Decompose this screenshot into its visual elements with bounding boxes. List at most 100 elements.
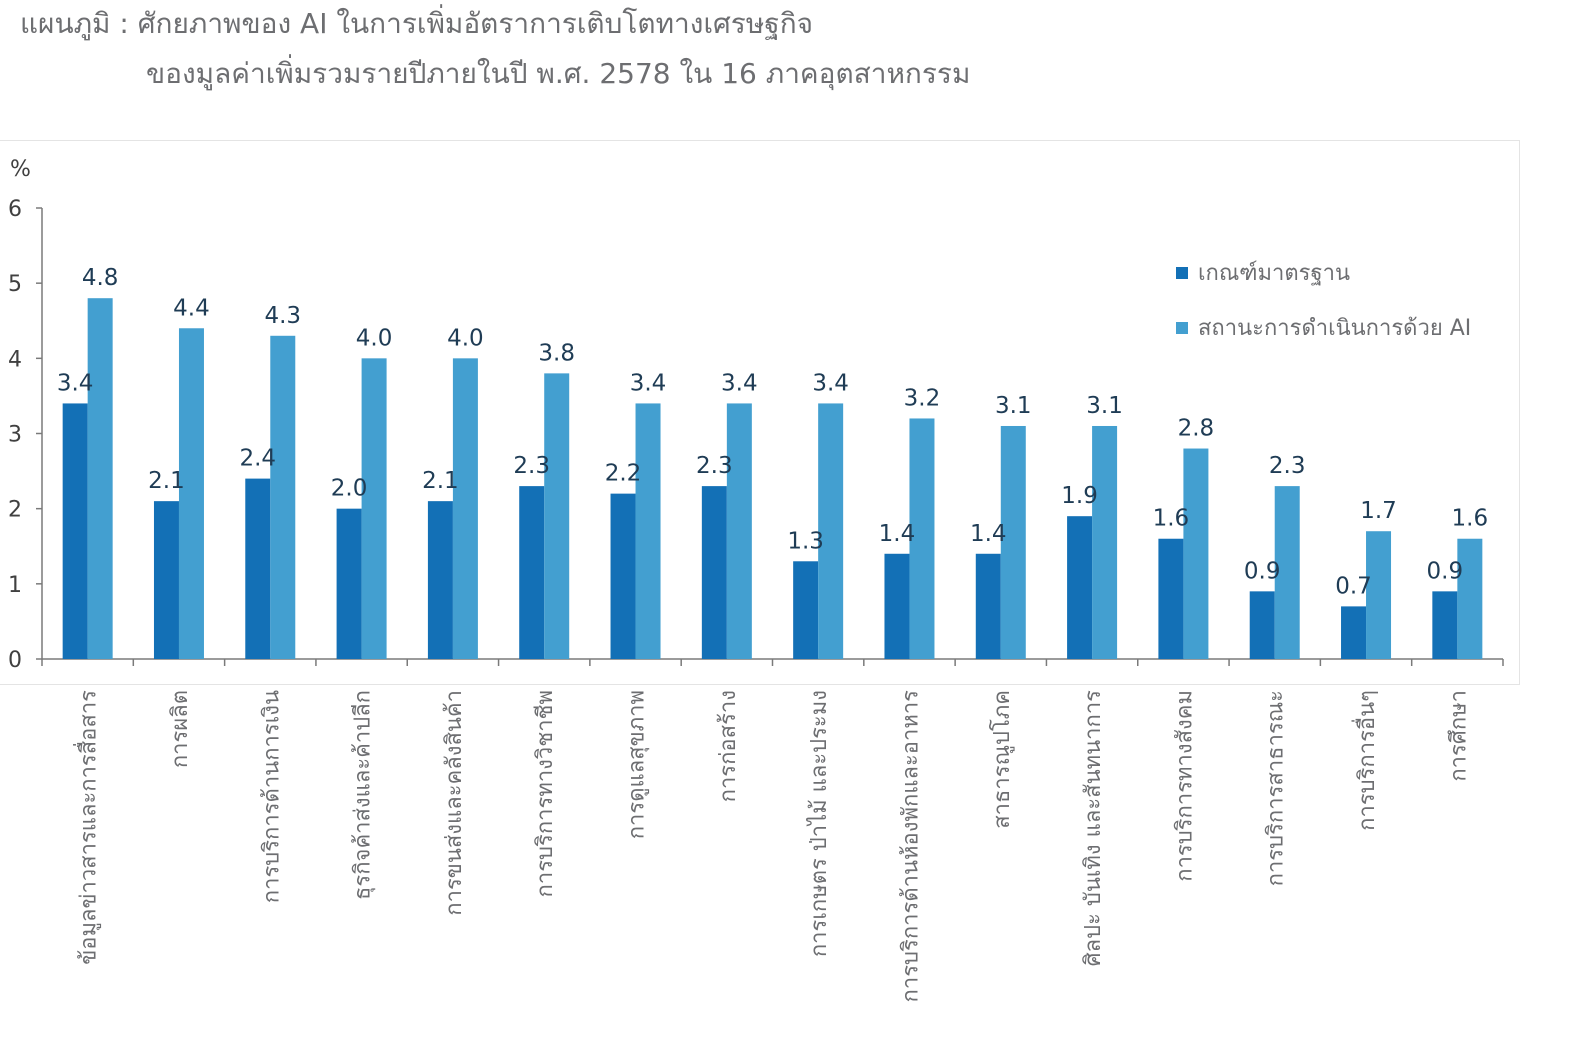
data-label-baseline: 1.9	[1061, 483, 1098, 509]
data-label-baseline: 2.2	[605, 461, 642, 487]
y-tick-label: 4	[8, 347, 22, 372]
bars-layer	[62, 298, 1483, 659]
y-axis-unit-label: %	[10, 157, 31, 182]
data-label-baseline: 3.4	[57, 370, 94, 396]
bar-baseline	[427, 501, 453, 659]
legend-swatch-ai	[1176, 322, 1188, 334]
legend-label-baseline: เกณฑ์มาตรฐาน	[1198, 261, 1350, 286]
bar-baseline	[884, 553, 910, 659]
data-label-ai: 3.1	[995, 393, 1032, 419]
legend-label-ai: สถานะการดำเนินการด้วย AI	[1198, 316, 1471, 341]
data-label-baseline: 1.4	[879, 521, 916, 547]
bar-baseline	[62, 403, 88, 659]
bar-ai	[1274, 486, 1300, 659]
bar-baseline	[701, 486, 727, 659]
y-tick-label: 1	[8, 573, 22, 598]
category-label: ธุรกิจค้าส่งและค้าปลีก	[351, 690, 376, 900]
bar-ai	[1366, 531, 1392, 659]
bar-ai	[452, 358, 478, 659]
y-tick-label: 2	[8, 498, 22, 523]
category-label: การบริการทางสังคม	[1172, 690, 1197, 882]
data-label-baseline: 1.3	[787, 528, 824, 554]
data-label-baseline: 2.0	[331, 476, 368, 502]
data-label-ai: 1.6	[1452, 506, 1489, 532]
y-tick-label: 5	[8, 272, 22, 297]
y-tick-label: 3	[8, 423, 22, 448]
data-label-ai: 2.3	[1269, 453, 1306, 479]
data-label-baseline: 0.9	[1244, 558, 1281, 584]
labels-layer: 3.4 4.8 ข้อมูลข่าวสารและการสื่อสาร 2.1 4.4 กา…	[57, 265, 1488, 1002]
category-label: การศึกษา	[1446, 690, 1471, 782]
category-label: การผลิต	[168, 690, 193, 768]
bar-baseline	[1249, 591, 1275, 659]
category-label: การเกษตร ป่าไม้ และประมง	[806, 690, 832, 957]
legend-swatch-baseline	[1176, 267, 1188, 279]
bar-ai	[1092, 425, 1118, 659]
bar-ai	[1183, 448, 1209, 659]
data-label-ai: 1.7	[1360, 498, 1397, 524]
data-label-ai: 4.0	[356, 325, 393, 351]
category-label: ศิลปะ บันเทิง และสันทนาการ	[1081, 690, 1106, 966]
data-label-ai: 4.4	[173, 295, 210, 321]
bar-ai	[270, 335, 296, 659]
data-label-ai: 3.4	[812, 370, 849, 396]
bar-ai	[544, 373, 570, 659]
y-tick-label: 6	[8, 197, 22, 222]
bar-ai	[909, 418, 935, 659]
category-label: การบริการทางวิชาชีพ	[533, 690, 558, 897]
bar-baseline	[793, 561, 819, 659]
data-label-ai: 3.4	[721, 370, 758, 396]
data-label-ai: 3.8	[538, 340, 575, 366]
bar-baseline	[975, 553, 1001, 659]
bar-baseline	[610, 493, 636, 659]
data-label-baseline: 0.7	[1335, 573, 1372, 599]
data-label-ai: 4.0	[447, 325, 484, 351]
bar-baseline	[153, 501, 179, 659]
chart-frame-right	[1519, 140, 1520, 685]
category-label: การบริการสาธารณะ	[1264, 690, 1289, 886]
data-label-baseline: 1.6	[1153, 506, 1190, 532]
bar-baseline	[1067, 516, 1093, 659]
data-label-ai: 4.8	[82, 265, 119, 291]
bar-ai	[361, 358, 387, 659]
category-label: การบริการด้านห้องพักและอาหาร	[898, 690, 923, 1003]
category-label: การบริการด้านการเงิน	[259, 690, 284, 903]
bar-ai	[1457, 538, 1483, 659]
data-label-ai: 4.3	[264, 303, 301, 329]
bar-baseline	[245, 478, 271, 659]
data-label-baseline: 2.1	[422, 468, 459, 494]
data-label-ai: 3.2	[904, 385, 941, 411]
bar-baseline	[1341, 606, 1367, 659]
data-label-baseline: 2.3	[696, 453, 733, 479]
data-label-baseline: 2.3	[513, 453, 550, 479]
data-label-baseline: 2.1	[148, 468, 185, 494]
bar-ai	[87, 298, 113, 659]
chart-title-line-2: ของมูลค่าเพิ่มรวมรายปีภายในปี พ.ศ. 2578 …	[146, 57, 971, 90]
y-tick-label: 0	[8, 648, 22, 673]
data-label-baseline: 1.4	[970, 521, 1007, 547]
chart-frame-bottom	[0, 684, 1520, 685]
category-label: การก่อสร้าง	[716, 690, 741, 802]
bar-ai	[1000, 425, 1026, 659]
category-label: การบริการอื่นๆ	[1351, 690, 1380, 831]
data-label-baseline: 0.9	[1427, 558, 1464, 584]
bar-ai	[635, 403, 661, 659]
bar-ai	[178, 328, 204, 659]
bar-ai	[726, 403, 752, 659]
chart-frame-top	[0, 140, 1520, 141]
data-label-baseline: 2.4	[239, 446, 276, 472]
bar-ai	[818, 403, 844, 659]
chart-title-line-1: แผนภูมิ : ศักยภาพของ AI ในการเพิ่มอัตราก…	[20, 7, 814, 40]
bar-baseline	[519, 486, 545, 659]
category-label: การขนส่งและคลังสินค้า	[442, 690, 467, 916]
data-label-ai: 3.4	[630, 370, 667, 396]
bar-baseline	[1432, 591, 1458, 659]
data-label-ai: 3.1	[1086, 393, 1123, 419]
bar-baseline	[1158, 538, 1184, 659]
category-label: สาธารณูปโภค	[989, 690, 1015, 829]
category-label: ข้อมูลข่าวสารและการสื่อสาร	[73, 690, 102, 965]
bar-baseline	[336, 508, 362, 659]
data-label-ai: 2.8	[1178, 416, 1215, 442]
